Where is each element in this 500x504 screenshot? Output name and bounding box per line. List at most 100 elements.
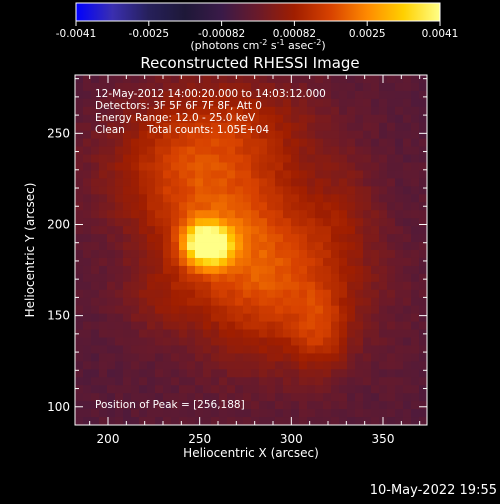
heatmap-cell (291, 234, 300, 243)
heatmap-cell (339, 345, 348, 354)
heatmap-cell (339, 297, 348, 307)
heatmap-cell (131, 417, 140, 426)
heatmap-cell (339, 377, 348, 386)
heatmap-cell (275, 202, 284, 211)
heatmap-cell (307, 321, 316, 330)
heatmap-cell (83, 393, 92, 402)
heatmap-cell (275, 186, 284, 195)
heatmap-cell (83, 353, 92, 362)
heatmap-cell (307, 297, 316, 307)
heatmap-cell (115, 393, 124, 402)
heatmap-cell (107, 130, 116, 140)
heatmap-cell (235, 337, 244, 346)
heatmap-cell (203, 75, 212, 84)
heatmap-cell (91, 194, 100, 203)
heatmap-cell (395, 265, 404, 275)
heatmap-cell (203, 273, 212, 283)
heatmap-cell (331, 361, 340, 370)
heatmap-cell (379, 162, 388, 171)
heatmap-cell (251, 114, 260, 124)
heatmap-cell (243, 194, 252, 203)
heatmap-cell (147, 75, 156, 84)
heatmap-cell (419, 98, 428, 108)
heatmap-cell (379, 353, 388, 362)
heatmap-cell (371, 345, 380, 354)
heatmap-cell (259, 234, 268, 243)
image-annotations: 12-May-2012 14:00:20.000 to 14:03:12.000… (95, 88, 326, 411)
heatmap-cell (275, 313, 284, 322)
heatmap-cell (315, 409, 324, 418)
heatmap-cell (219, 345, 228, 354)
heatmap-cell (267, 337, 276, 346)
y-tick-label: 200 (47, 217, 70, 231)
colorbar-unit-part: ) (321, 39, 325, 52)
total-counts-label: Total counts: 1.05E+04 (146, 124, 269, 136)
heatmap-cell (331, 353, 340, 362)
heatmap-cell (411, 90, 420, 100)
heatmap-cell (243, 146, 252, 155)
heatmap-cell (219, 218, 228, 227)
heatmap-cell (395, 90, 404, 100)
heatmap-cell (387, 234, 396, 243)
heatmap-cell (243, 337, 252, 346)
heatmap-cell (379, 242, 388, 251)
heatmap-cell (379, 385, 388, 394)
heatmap-cell (355, 82, 364, 92)
heatmap-cell (115, 242, 124, 251)
heatmap-cell (379, 393, 388, 402)
heatmap-cell (163, 210, 172, 219)
heatmap-cell (75, 154, 84, 163)
heatmap-cell (147, 265, 156, 275)
heatmap-cell (75, 106, 84, 116)
heatmap-cell (75, 289, 84, 299)
heatmap-cell (187, 353, 196, 362)
heatmap-cell (131, 130, 140, 140)
heatmap-cell (179, 257, 188, 267)
heatmap-cell (147, 98, 156, 108)
heatmap-cell (155, 75, 164, 84)
heatmap-cell (267, 98, 276, 108)
heatmap-cell (347, 186, 356, 195)
heatmap-cell (139, 154, 148, 163)
heatmap-cell (115, 353, 124, 362)
heatmap-cell (171, 409, 180, 418)
heatmap-cell (323, 170, 332, 179)
heatmap-cell (307, 257, 316, 267)
heatmap-cell (155, 409, 164, 418)
heatmap-cell (323, 178, 332, 187)
heatmap-cell (355, 369, 364, 378)
heatmap-cell (179, 98, 188, 108)
heatmap-cell (379, 130, 388, 140)
heatmap-cell (123, 226, 132, 235)
heatmap-cell (379, 146, 388, 155)
heatmap-cell (355, 313, 364, 322)
chart-title: Reconstructed RHESSI Image (140, 54, 359, 72)
heatmap-cell (291, 417, 300, 426)
heatmap-cell (179, 226, 188, 235)
heatmap-cell (107, 281, 116, 291)
heatmap-cell (403, 106, 412, 116)
heatmap-cell (251, 138, 260, 147)
heatmap-cell (187, 130, 196, 140)
heatmap-cell (219, 321, 228, 330)
heatmap-cell (123, 385, 132, 394)
heatmap-cell (219, 250, 228, 259)
heatmap-cell (371, 82, 380, 92)
heatmap-cell (307, 210, 316, 219)
heatmap-cell (419, 417, 428, 426)
heatmap-cell (411, 337, 420, 346)
y-tick-label: 250 (47, 126, 70, 140)
heatmap-cell (363, 337, 372, 346)
heatmap-cell (171, 226, 180, 235)
heatmap-cell (387, 98, 396, 108)
heatmap-cell (163, 82, 172, 92)
heatmap-cell (75, 337, 84, 346)
heatmap-cell (235, 369, 244, 378)
heatmap-cell (419, 369, 428, 378)
heatmap-cell (403, 234, 412, 243)
heatmap-cell (83, 289, 92, 299)
heatmap-cell (115, 289, 124, 299)
heatmap-cell (275, 281, 284, 291)
heatmap-cell (83, 250, 92, 259)
